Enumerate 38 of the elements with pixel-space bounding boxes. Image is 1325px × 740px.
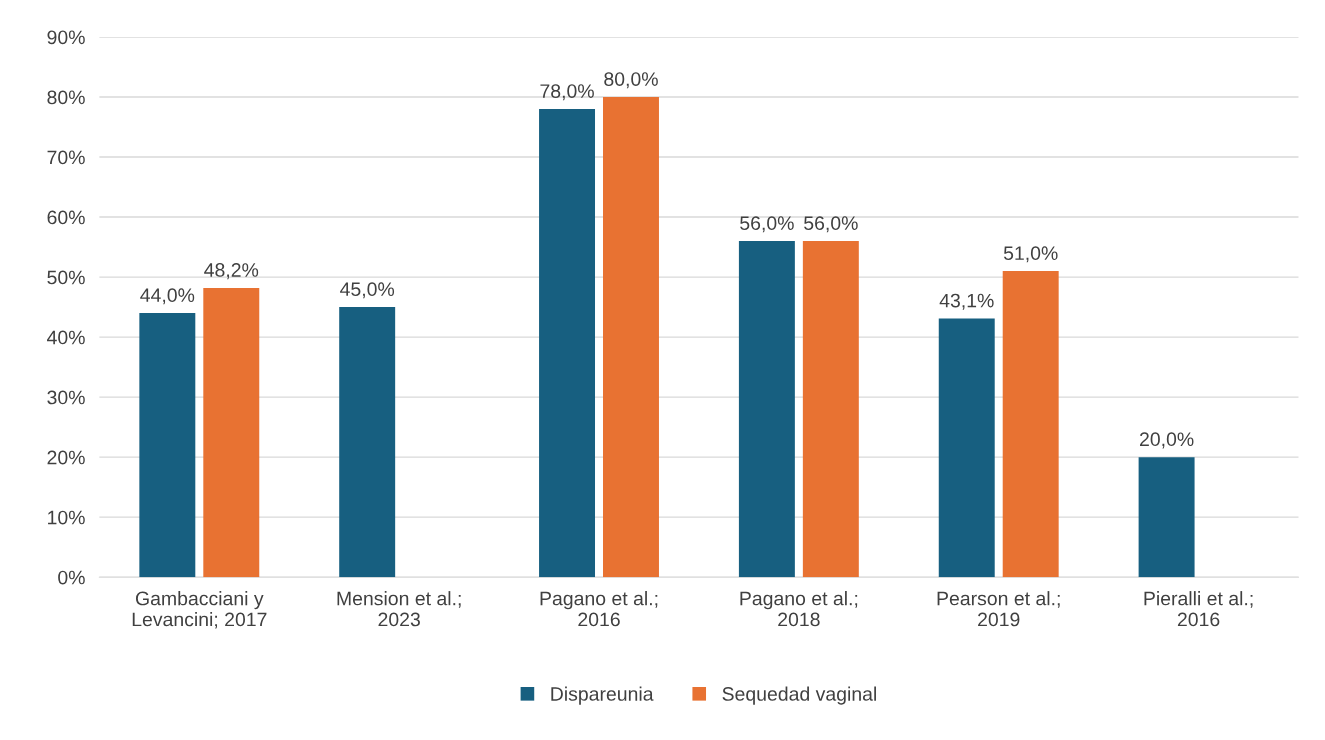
bar	[539, 109, 596, 578]
y-tick-label: 90%	[47, 30, 85, 45]
legend-label: Dispareunia	[551, 686, 654, 705]
y-tick-label: 20%	[47, 450, 85, 465]
y-tick-label: 10%	[48, 510, 85, 525]
x-tick-label: Pagano et al.; 2018	[740, 591, 858, 627]
data-label: 78,0%	[540, 84, 594, 101]
bar	[339, 307, 396, 578]
y-tick-label: 0%	[58, 570, 85, 585]
bar	[603, 97, 659, 578]
data-label: 20,0%	[1140, 432, 1194, 449]
data-label: 44,0%	[140, 288, 195, 305]
bar	[1002, 271, 1059, 578]
x-tick-label: Gambacciani y Levancini; 2017	[132, 591, 267, 629]
data-label: 45,0%	[340, 282, 395, 299]
y-tick-label: 60%	[47, 210, 85, 225]
data-label: 80,0%	[604, 72, 658, 89]
bar	[802, 241, 859, 578]
bar	[203, 287, 260, 578]
y-tick-label: 80%	[47, 90, 85, 105]
x-tick-label: Pagano et al.; 2016	[540, 591, 658, 627]
data-label: 56,0%	[804, 216, 858, 233]
data-label: 48,2%	[204, 263, 259, 280]
data-label: 56,0%	[740, 216, 794, 233]
x-tick-label: Mension et al.; 2023	[337, 591, 461, 627]
data-label: 51,0%	[1003, 246, 1058, 263]
bar	[139, 313, 196, 578]
y-tick-label: 50%	[47, 270, 85, 285]
data-label: 43,1%	[939, 293, 994, 310]
x-tick-label: Pearson et al.; 2019	[937, 591, 1060, 627]
bar	[1138, 457, 1195, 578]
y-tick-label: 40%	[47, 330, 85, 345]
y-tick-label: 70%	[47, 150, 85, 165]
y-tick-label: 30%	[47, 390, 85, 405]
x-tick-label: Pieralli et al.; 2016	[1144, 591, 1253, 627]
legend-label: Sequedad vaginal	[722, 686, 876, 705]
bar	[738, 241, 795, 578]
bar	[938, 318, 995, 578]
